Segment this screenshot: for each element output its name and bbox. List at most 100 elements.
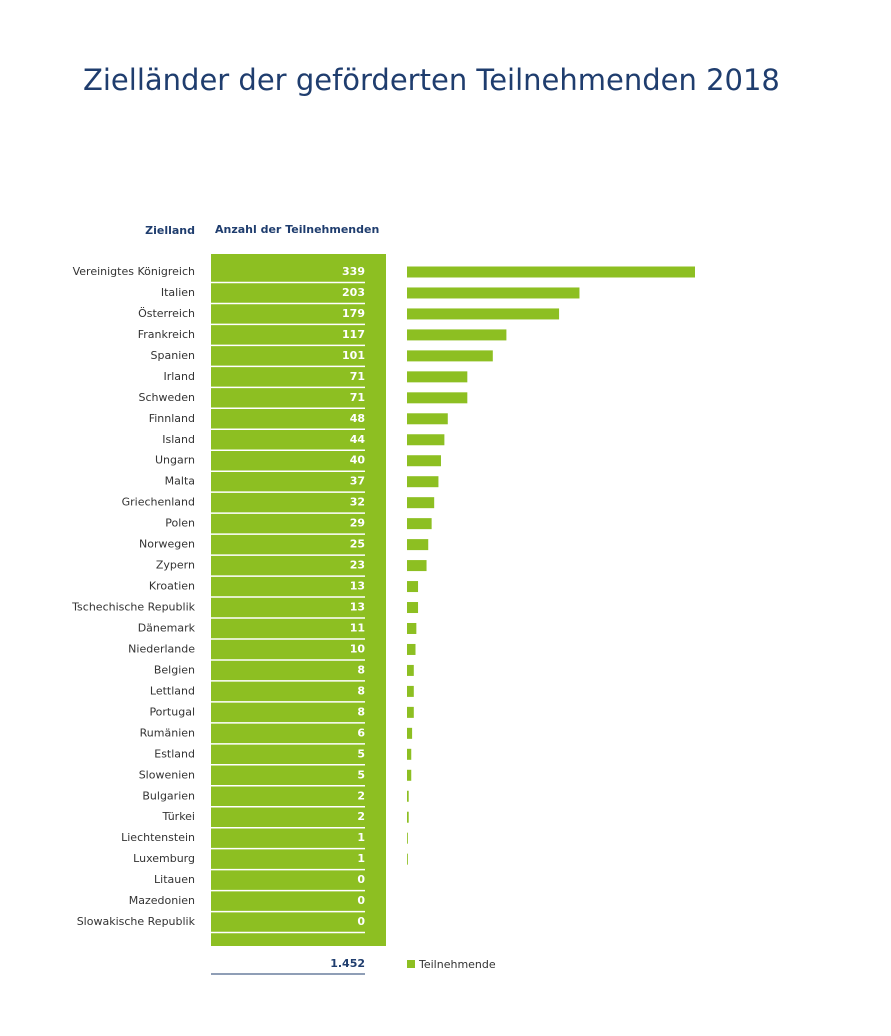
value-label: 0: [357, 915, 365, 928]
category-label: Tschechische Republik: [71, 601, 195, 614]
bar: [407, 811, 409, 823]
value-label: 23: [350, 559, 365, 572]
value-label: 1: [357, 831, 365, 844]
value-label: 40: [350, 454, 366, 467]
category-label: Schweden: [139, 391, 196, 404]
value-label: 71: [350, 391, 365, 404]
bar: [407, 706, 414, 718]
bar: [407, 685, 414, 697]
category-label: Vereinigtes Königreich: [73, 265, 195, 278]
value-label: 32: [350, 496, 365, 509]
value-label: 117: [342, 328, 365, 341]
category-label: Italien: [161, 286, 195, 299]
column-header: Zielland: [145, 224, 195, 237]
category-label: Bulgarien: [142, 789, 195, 802]
category-label: Liechtenstein: [121, 831, 195, 844]
bar: [407, 476, 439, 488]
value-label: 6: [357, 726, 365, 739]
category-label: Griechenland: [122, 496, 195, 509]
bar: [407, 790, 409, 802]
category-label: Dänemark: [138, 621, 196, 634]
value-label: 101: [342, 349, 365, 362]
bar: [407, 287, 580, 299]
total: 1.452: [330, 957, 365, 970]
category-label: Mazedonien: [129, 894, 195, 907]
value-label: 0: [357, 894, 365, 907]
category-label: Belgien: [154, 663, 195, 676]
bar: [407, 643, 416, 655]
bar: [407, 434, 445, 446]
column-header: Anzahl der Teilnehmenden: [215, 223, 379, 236]
value-label: 2: [357, 789, 365, 802]
value-label: 29: [350, 517, 365, 530]
bar: [407, 329, 507, 341]
bar: [407, 413, 448, 425]
category-label: Niederlande: [128, 642, 195, 655]
bar: [407, 350, 493, 362]
category-label: Slowakische Republik: [77, 915, 196, 928]
category-label: Litauen: [154, 873, 195, 886]
category-label: Luxemburg: [133, 852, 195, 865]
value-label: 8: [357, 663, 365, 676]
category-label: Polen: [165, 517, 195, 530]
bar: [407, 497, 435, 509]
bar: [407, 308, 560, 320]
category-label: Finnland: [149, 412, 195, 425]
bar: [407, 581, 419, 593]
category-label: Malta: [165, 475, 195, 488]
bar: [407, 748, 412, 760]
bar: [407, 769, 412, 781]
value-label: 8: [357, 705, 365, 718]
category-label: Lettland: [150, 684, 195, 697]
value-label: 8: [357, 684, 365, 697]
chart-title: Zielländer der geförderten Teilnehmenden…: [83, 63, 780, 97]
value-label: 203: [342, 286, 365, 299]
category-label: Irland: [163, 370, 195, 383]
category-label: Island: [162, 433, 195, 446]
bar: [407, 371, 468, 383]
category-label: Frankreich: [138, 328, 195, 341]
bar: [407, 455, 441, 467]
value-label: 11: [350, 621, 365, 634]
category-label: Kroatien: [149, 580, 195, 593]
category-label: Estland: [154, 747, 195, 760]
bar: [407, 266, 695, 278]
category-label: Ungarn: [155, 454, 195, 467]
bar: [407, 518, 432, 530]
value-label: 37: [350, 475, 365, 488]
value-label: 44: [350, 433, 366, 446]
bar: [407, 853, 408, 865]
category-label: Türkei: [161, 810, 195, 823]
value-label: 71: [350, 370, 365, 383]
bar: [407, 560, 427, 572]
legend-label: Teilnehmende: [418, 958, 496, 971]
table-column-background: [211, 254, 386, 946]
value-label: 13: [350, 580, 365, 593]
category-label: Spanien: [151, 349, 196, 362]
category-label: Zypern: [156, 559, 195, 572]
value-label: 2: [357, 810, 365, 823]
bar: [407, 664, 414, 676]
value-label: 0: [357, 873, 365, 886]
value-label: 339: [342, 265, 365, 278]
value-label: 25: [350, 538, 365, 551]
bar: [407, 832, 408, 844]
bar: [407, 602, 419, 614]
value-label: 48: [350, 412, 365, 425]
value-label: 5: [357, 768, 365, 781]
value-label: 10: [350, 642, 366, 655]
category-label: Rumänien: [140, 726, 195, 739]
bar: [407, 392, 468, 404]
category-label: Portugal: [149, 705, 195, 718]
category-label: Österreich: [138, 307, 195, 320]
value-label: 5: [357, 747, 365, 760]
bar: [407, 727, 413, 739]
bar: [407, 622, 417, 634]
value-label: 179: [342, 307, 365, 320]
category-label: Norwegen: [139, 538, 195, 551]
category-label: Slowenien: [139, 768, 195, 781]
value-label: 1: [357, 852, 365, 865]
value-label: 13: [350, 601, 365, 614]
legend-swatch: [407, 960, 415, 968]
